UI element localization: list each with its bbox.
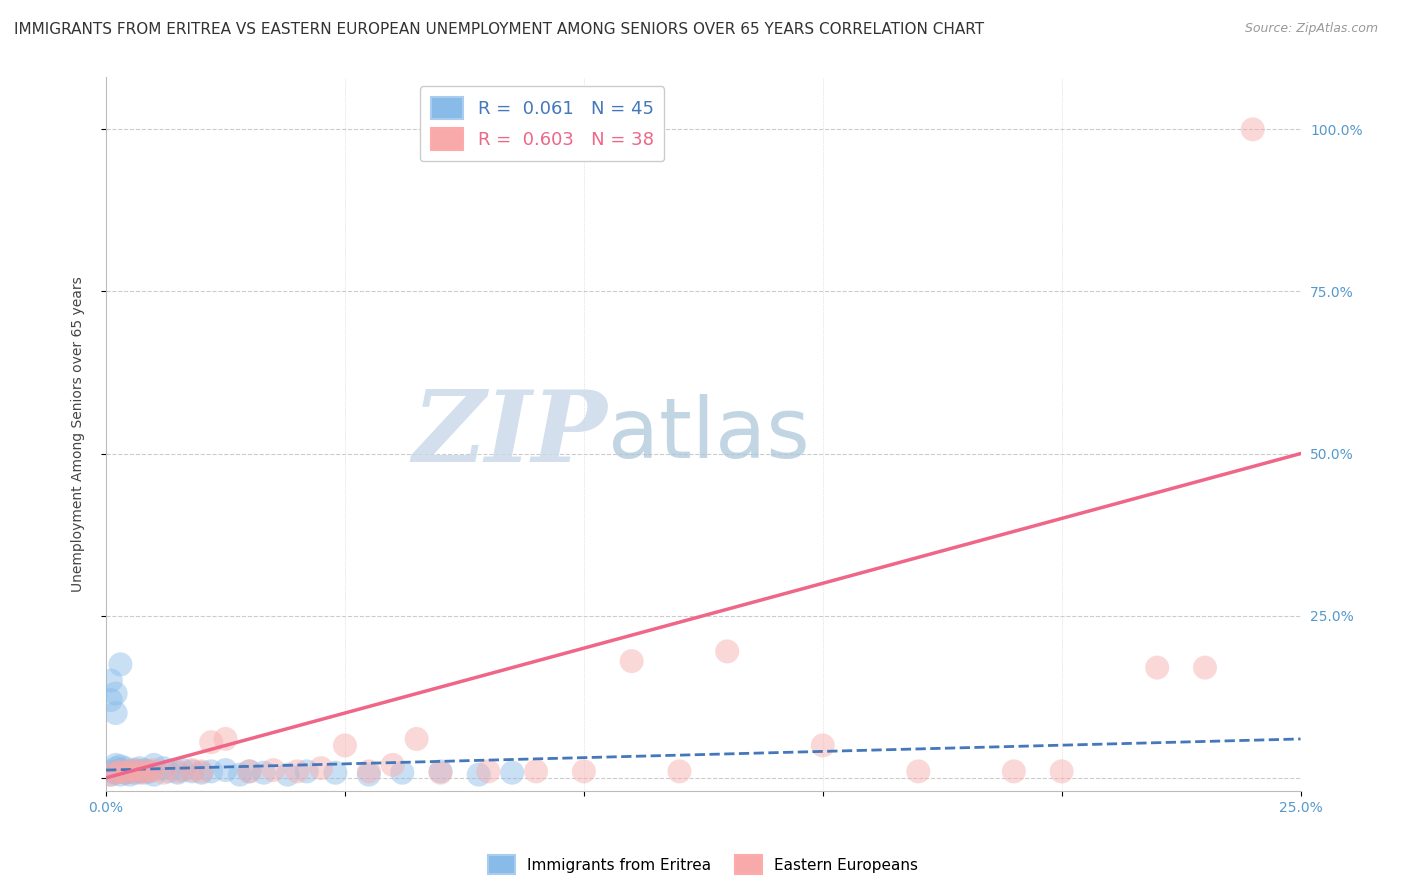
- Point: [114, 761, 136, 775]
- Point: [214, 763, 236, 777]
- Point: [138, 764, 160, 779]
- Point: [114, 765, 136, 780]
- Point: [100, 767, 122, 781]
- Point: [811, 739, 834, 753]
- Point: [238, 764, 260, 779]
- Point: [104, 761, 127, 775]
- Point: [118, 764, 141, 779]
- Point: [181, 763, 204, 777]
- Point: [716, 644, 738, 658]
- Point: [190, 764, 212, 779]
- Point: [309, 761, 332, 775]
- Point: [1194, 660, 1216, 674]
- Point: [104, 706, 127, 720]
- Point: [190, 765, 212, 780]
- Point: [357, 764, 380, 779]
- Point: [124, 763, 146, 777]
- Point: [295, 764, 318, 779]
- Point: [1002, 764, 1025, 779]
- Point: [104, 687, 127, 701]
- Point: [357, 767, 380, 781]
- Point: [142, 758, 165, 772]
- Point: [238, 764, 260, 779]
- Point: [100, 764, 122, 779]
- Point: [381, 758, 404, 772]
- Point: [214, 731, 236, 746]
- Point: [668, 764, 690, 779]
- Point: [166, 765, 188, 780]
- Point: [285, 764, 308, 779]
- Text: Source: ZipAtlas.com: Source: ZipAtlas.com: [1244, 22, 1378, 36]
- Point: [429, 765, 451, 780]
- Point: [229, 767, 252, 781]
- Point: [572, 764, 595, 779]
- Point: [134, 765, 156, 780]
- Legend: Immigrants from Eritrea, Eastern Europeans: Immigrants from Eritrea, Eastern Europea…: [482, 849, 924, 880]
- Point: [200, 735, 222, 749]
- Point: [100, 673, 122, 688]
- Point: [100, 767, 122, 781]
- Point: [128, 765, 150, 780]
- Point: [157, 764, 180, 779]
- Point: [468, 767, 491, 781]
- Point: [200, 764, 222, 779]
- Point: [104, 765, 127, 780]
- Point: [110, 764, 132, 779]
- Point: [277, 767, 299, 781]
- Point: [1050, 764, 1073, 779]
- Text: ZIP: ZIP: [413, 386, 607, 483]
- Point: [166, 764, 188, 779]
- Point: [325, 765, 347, 780]
- Point: [152, 761, 174, 775]
- Legend: R =  0.061   N = 45, R =  0.603   N = 38: R = 0.061 N = 45, R = 0.603 N = 38: [420, 87, 665, 161]
- Point: [118, 764, 141, 779]
- Point: [128, 761, 150, 775]
- Point: [134, 763, 156, 777]
- Point: [620, 654, 643, 668]
- Point: [172, 763, 194, 777]
- Point: [104, 758, 127, 772]
- Point: [142, 767, 165, 781]
- Point: [110, 767, 132, 781]
- Point: [253, 765, 276, 780]
- Point: [118, 767, 141, 781]
- Point: [181, 764, 204, 779]
- Point: [110, 763, 132, 777]
- Point: [429, 764, 451, 779]
- Point: [1146, 660, 1168, 674]
- Point: [262, 763, 284, 777]
- Point: [152, 765, 174, 780]
- Text: IMMIGRANTS FROM ERITREA VS EASTERN EUROPEAN UNEMPLOYMENT AMONG SENIORS OVER 65 Y: IMMIGRANTS FROM ERITREA VS EASTERN EUROP…: [14, 22, 984, 37]
- Point: [124, 763, 146, 777]
- Point: [524, 764, 547, 779]
- Point: [477, 764, 499, 779]
- Point: [391, 765, 413, 780]
- Point: [134, 764, 156, 779]
- Point: [110, 657, 132, 672]
- Point: [1241, 122, 1264, 136]
- Point: [110, 759, 132, 773]
- Point: [128, 764, 150, 779]
- Point: [501, 765, 523, 780]
- Point: [138, 764, 160, 779]
- Point: [907, 764, 929, 779]
- Point: [333, 739, 356, 753]
- Y-axis label: Unemployment Among Seniors over 65 years: Unemployment Among Seniors over 65 years: [72, 277, 86, 592]
- Point: [124, 765, 146, 780]
- Point: [142, 763, 165, 777]
- Point: [405, 731, 427, 746]
- Point: [100, 693, 122, 707]
- Point: [104, 765, 127, 780]
- Point: [114, 765, 136, 780]
- Text: atlas: atlas: [607, 393, 810, 475]
